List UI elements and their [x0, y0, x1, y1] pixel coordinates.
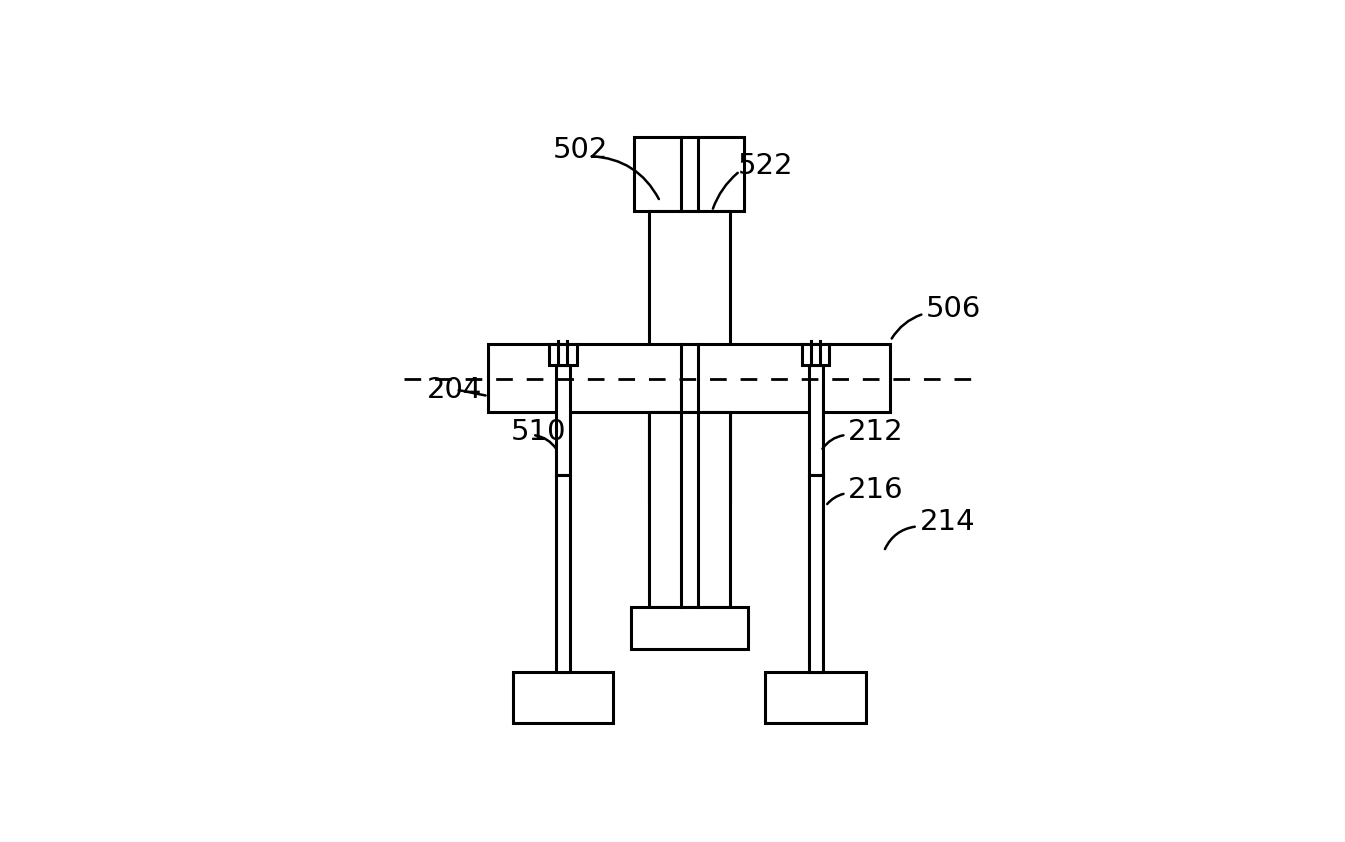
Bar: [765, 672, 866, 723]
Text: 506: 506: [925, 295, 982, 322]
Bar: [555, 475, 570, 672]
Bar: [635, 136, 744, 211]
Bar: [555, 365, 570, 475]
Text: 502: 502: [553, 136, 608, 163]
Bar: [808, 365, 823, 475]
Bar: [802, 344, 830, 365]
Text: 522: 522: [738, 152, 794, 180]
Bar: [549, 344, 577, 365]
Text: 212: 212: [849, 418, 904, 445]
Bar: [650, 211, 729, 503]
Bar: [631, 607, 748, 649]
Text: 216: 216: [849, 476, 904, 504]
Bar: [650, 413, 729, 607]
Text: 204: 204: [426, 376, 482, 403]
Bar: [512, 672, 613, 723]
Bar: [488, 344, 890, 413]
Text: 510: 510: [511, 418, 566, 445]
Bar: [808, 475, 823, 672]
Text: 214: 214: [920, 509, 975, 536]
